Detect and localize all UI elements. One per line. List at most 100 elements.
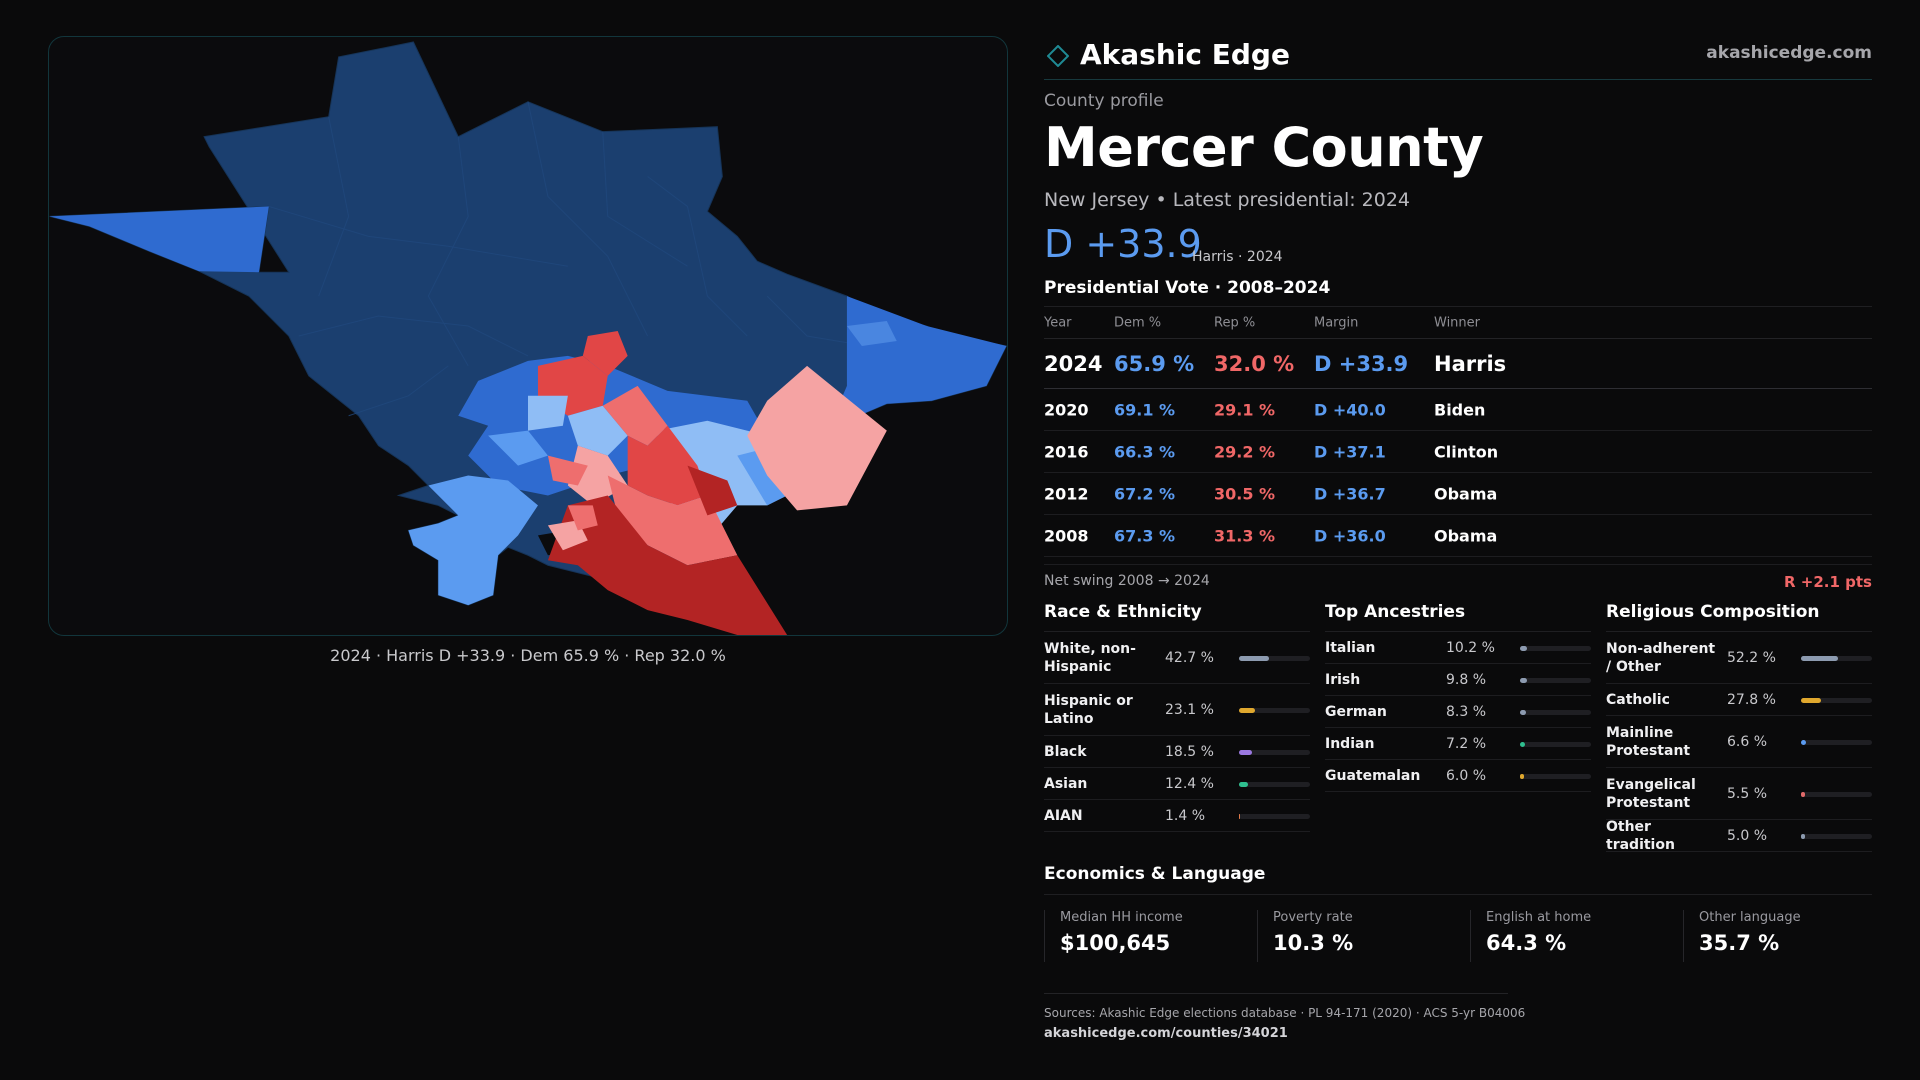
stat-row: Catholic 27.8 %: [1606, 684, 1872, 716]
stat-bar-fill: [1520, 709, 1526, 715]
econ-card-other-language: Other language 35.7 %: [1683, 910, 1883, 962]
stat-pct: 18.5 %: [1165, 743, 1214, 760]
stat-bar-track: [1520, 677, 1591, 683]
stat-bar-fill: [1520, 645, 1528, 651]
brand-header: Akashic Edge akashicedge.com: [1044, 36, 1872, 80]
brand-url-link[interactable]: akashicedge.com: [1706, 43, 1872, 63]
stat-label: AIAN: [1044, 807, 1083, 824]
stat-bar-track: [1239, 655, 1310, 661]
stat-row: Asian 12.4 %: [1044, 768, 1310, 800]
stat-bar-fill: [1520, 741, 1526, 747]
stat-bar-fill: [1239, 707, 1256, 713]
header-year: Year: [1044, 315, 1072, 330]
presidential-vote-table: Year Dem % Rep % Margin Winner 2024 65.9…: [1044, 306, 1872, 557]
cell-winner: Obama: [1434, 484, 1498, 503]
precinct-map-svg[interactable]: [49, 37, 1007, 635]
cell-year: 2012: [1044, 484, 1089, 503]
stat-pct: 7.2 %: [1446, 735, 1487, 752]
cell-rep: 31.3 %: [1214, 526, 1276, 545]
stat-bar-fill: [1520, 677, 1527, 683]
stat-label: Italian: [1325, 639, 1376, 656]
stat-bar-track: [1520, 645, 1591, 651]
stat-label: White, non-Hispanic: [1044, 640, 1136, 675]
econ-label: Median HH income: [1060, 910, 1183, 925]
cell-winner: Biden: [1434, 400, 1486, 419]
stat-row: Irish 9.8 %: [1325, 664, 1591, 696]
sources-url-link[interactable]: akashicedge.com/counties/34021: [1044, 1026, 1288, 1041]
stat-bar-track: [1801, 697, 1872, 703]
stat-bar-fill: [1239, 813, 1241, 819]
stat-row: Mainline Protestant 6.6 %: [1606, 716, 1872, 768]
precinct-core-lean-r-3: [567, 505, 598, 531]
stat-bar-fill: [1801, 739, 1806, 745]
cell-winner: Harris: [1434, 351, 1507, 376]
precinct-lines: [268, 101, 867, 417]
divider: [1044, 993, 1508, 994]
header-rep: Rep %: [1214, 315, 1256, 330]
stat-row: Other tradition 5.0 %: [1606, 819, 1872, 853]
cell-dem: 69.1 %: [1114, 400, 1176, 419]
stat-pct: 5.0 %: [1727, 827, 1768, 844]
cell-year: 2016: [1044, 442, 1089, 461]
economics-title: Economics & Language: [1044, 864, 1266, 884]
stat-bar-fill: [1239, 749, 1253, 755]
cell-dem: 67.3 %: [1114, 526, 1176, 545]
headline-margin: D +33.9: [1044, 222, 1202, 266]
stat-row: Indian 7.2 %: [1325, 728, 1591, 760]
table-row: 2008 67.3 % 31.3 % D +36.0 Obama: [1044, 515, 1872, 557]
county-map[interactable]: [48, 36, 1008, 636]
stat-label: Black: [1044, 743, 1087, 760]
stat-label: Catholic: [1606, 691, 1670, 708]
table-row: 2012 67.2 % 30.5 % D +36.7 Obama: [1044, 473, 1872, 515]
stat-bar-track: [1801, 739, 1872, 745]
swing-label: Net swing 2008 → 2024: [1044, 573, 1210, 589]
econ-label: Other language: [1699, 910, 1801, 925]
table-row: 2016 66.3 % 29.2 % D +37.1 Clinton: [1044, 431, 1872, 473]
stat-bar-track: [1239, 813, 1310, 819]
precinct-core-lean-r-2: [547, 455, 588, 486]
header-winner: Winner: [1434, 315, 1481, 330]
stat-pct: 52.2 %: [1727, 649, 1776, 666]
econ-label: Poverty rate: [1273, 910, 1353, 925]
stat-pct: 42.7 %: [1165, 649, 1214, 666]
stat-row: Hispanic or Latino 23.1 %: [1044, 684, 1310, 736]
stat-label: Evangelical Protestant: [1606, 776, 1696, 811]
stat-bar-fill: [1801, 655, 1839, 661]
stat-bar-fill: [1239, 655, 1270, 661]
religion-title: Religious Composition: [1606, 602, 1872, 632]
stat-row: White, non-Hispanic 42.7 %: [1044, 632, 1310, 684]
stat-label: Indian: [1325, 735, 1375, 752]
stat-pct: 27.8 %: [1727, 691, 1776, 708]
cell-rep: 32.0 %: [1214, 351, 1295, 376]
cell-year: 2008: [1044, 526, 1089, 545]
stat-pct: 10.2 %: [1446, 639, 1495, 656]
table-row: 2024 65.9 % 32.0 % D +33.9 Harris: [1044, 339, 1872, 389]
stat-bar-fill: [1520, 773, 1525, 779]
cell-winner: Clinton: [1434, 442, 1499, 461]
cell-margin: D +40.0: [1314, 400, 1386, 419]
swing-value: R +2.1 pts: [1784, 573, 1872, 591]
stat-bar-track: [1239, 707, 1310, 713]
net-swing-row: Net swing 2008 → 2024 R +2.1 pts: [1044, 564, 1872, 594]
county-profile-panel: Akashic Edge akashicedge.com County prof…: [1044, 36, 1872, 1056]
stat-row: Non-adherent / Other 52.2 %: [1606, 632, 1872, 684]
precinct-core-lean-d: [488, 430, 548, 466]
cell-dem: 66.3 %: [1114, 442, 1176, 461]
cell-margin: D +36.7: [1314, 484, 1386, 503]
divider: [1044, 894, 1872, 895]
stat-bar-track: [1520, 741, 1591, 747]
stat-pct: 5.5 %: [1727, 785, 1768, 802]
econ-value: 10.3 %: [1273, 931, 1354, 955]
stat-bar-track: [1520, 709, 1591, 715]
stat-row: Guatemalan 6.0 %: [1325, 760, 1591, 792]
cell-dem: 65.9 %: [1114, 351, 1195, 376]
ancestry-title: Top Ancestries: [1325, 602, 1591, 632]
econ-card-english: English at home 64.3 %: [1470, 910, 1670, 962]
table-header-row: Year Dem % Rep % Margin Winner: [1044, 307, 1872, 339]
stat-label: German: [1325, 703, 1387, 720]
race-title: Race & Ethnicity: [1044, 602, 1310, 632]
stat-label: Irish: [1325, 671, 1361, 688]
precinct-west-likely-d: [49, 206, 269, 273]
precinct-core-tilt-d-2: [528, 395, 568, 431]
stat-pct: 12.4 %: [1165, 775, 1214, 792]
